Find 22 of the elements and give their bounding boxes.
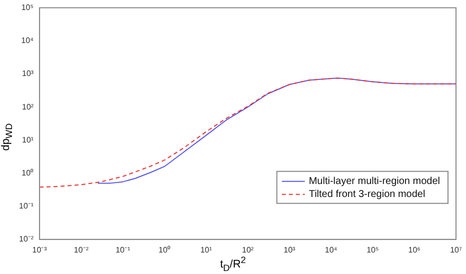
y-tick-label: 10⁵ — [21, 3, 34, 12]
x-axis-title: t$_{D}$/R$^{2}$ — [219, 255, 247, 273]
y-tick-label: 10⁴ — [21, 36, 34, 46]
x-tick-label: 10⁻² — [74, 245, 89, 254]
y-tick-label: 10³ — [22, 69, 34, 78]
legend-label: Tilted front 3-region model — [308, 189, 426, 200]
x-tick-label: 10⁷ — [450, 245, 462, 254]
x-tick-label: 10⁴ — [324, 245, 338, 254]
x-tick-label: 10⁻¹ — [116, 245, 130, 254]
y-tick-label: 10⁻¹ — [19, 202, 34, 211]
y-tick-label: 10⁰ — [22, 168, 34, 178]
x-tick-label: 10⁰ — [158, 245, 170, 254]
x-tick-label: 10⁵ — [366, 245, 379, 254]
x-tick-label: 10² — [242, 245, 254, 254]
y-tick-label: 10² — [22, 102, 34, 112]
x-tick-label: 10⁻³ — [32, 245, 48, 254]
x-tick-label: 10¹ — [200, 245, 212, 254]
y-tick-label: 10¹ — [22, 135, 34, 144]
y-tick-label: 10⁻² — [19, 234, 34, 244]
legend-label: Multi-layer multi-region model — [308, 176, 440, 188]
x-tick-label: 10³ — [284, 245, 296, 254]
x-tick-label: 10⁶ — [408, 245, 420, 254]
